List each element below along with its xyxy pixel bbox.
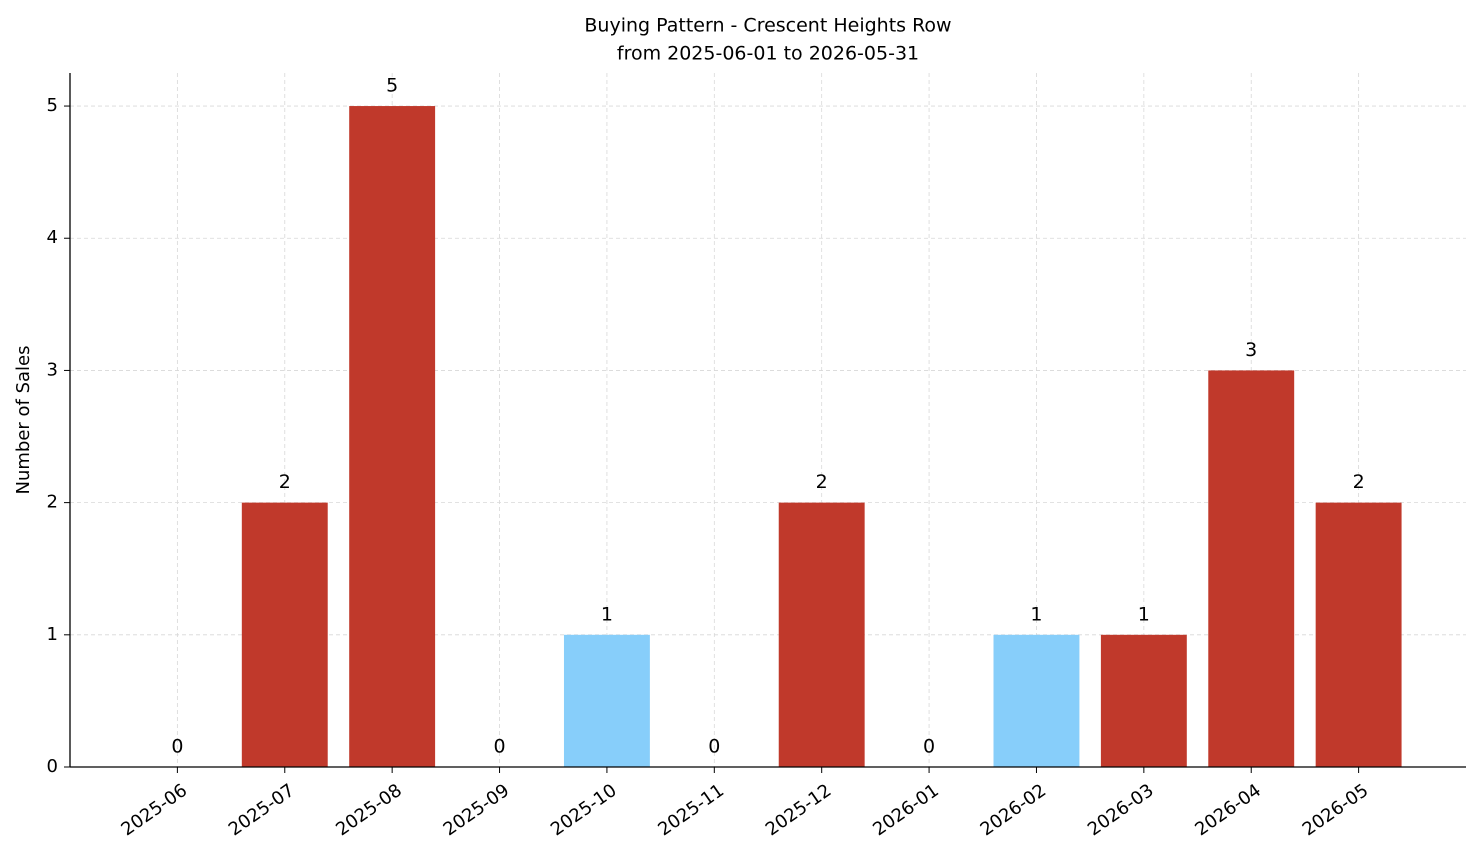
value-label: 2 xyxy=(816,471,828,493)
value-label: 0 xyxy=(708,736,720,758)
value-label: 0 xyxy=(171,736,183,758)
y-axis-label: Number of Sales xyxy=(13,345,34,494)
chart-title: Buying Pattern - Crescent Heights Row xyxy=(584,15,951,37)
y-tick-label: 1 xyxy=(47,624,58,645)
x-tick-label: 2026-04 xyxy=(1191,780,1265,840)
value-label: 1 xyxy=(1138,603,1150,625)
value-label: 5 xyxy=(386,75,398,97)
bar xyxy=(1315,502,1402,767)
value-label: 2 xyxy=(279,471,291,493)
y-tick-label: 4 xyxy=(47,227,58,248)
x-tick-label: 2026-01 xyxy=(869,780,943,840)
x-tick-label: 2026-02 xyxy=(977,780,1051,840)
bar xyxy=(349,106,436,768)
y-tick-label: 3 xyxy=(47,359,58,380)
chart-subtitle: from 2025-06-01 to 2026-05-31 xyxy=(617,43,919,65)
value-label: 1 xyxy=(601,603,613,625)
y-tick-label: 0 xyxy=(47,756,58,777)
x-tick-label: 2025-07 xyxy=(225,780,299,840)
bar xyxy=(241,502,328,767)
bar xyxy=(1208,370,1295,767)
bar xyxy=(778,502,865,767)
x-tick-label: 2025-09 xyxy=(440,780,514,840)
value-label: 0 xyxy=(493,736,505,758)
bar xyxy=(1100,634,1187,767)
x-tick-label: 2025-08 xyxy=(332,780,406,840)
value-label: 1 xyxy=(1030,603,1042,625)
bar xyxy=(563,634,650,767)
x-tick-label: 2025-06 xyxy=(117,780,191,840)
value-label: 0 xyxy=(923,736,935,758)
value-label: 3 xyxy=(1245,339,1257,361)
value-label: 2 xyxy=(1353,471,1365,493)
y-tick-label: 5 xyxy=(47,95,58,116)
x-tick-label: 2026-05 xyxy=(1299,780,1373,840)
y-tick-label: 2 xyxy=(47,492,58,513)
x-tick-label: 2025-10 xyxy=(547,780,621,840)
x-tick-label: 2025-12 xyxy=(762,780,836,840)
bar xyxy=(993,634,1080,767)
x-tick-label: 2025-11 xyxy=(654,780,728,840)
x-tick-label: 2026-03 xyxy=(1084,780,1158,840)
